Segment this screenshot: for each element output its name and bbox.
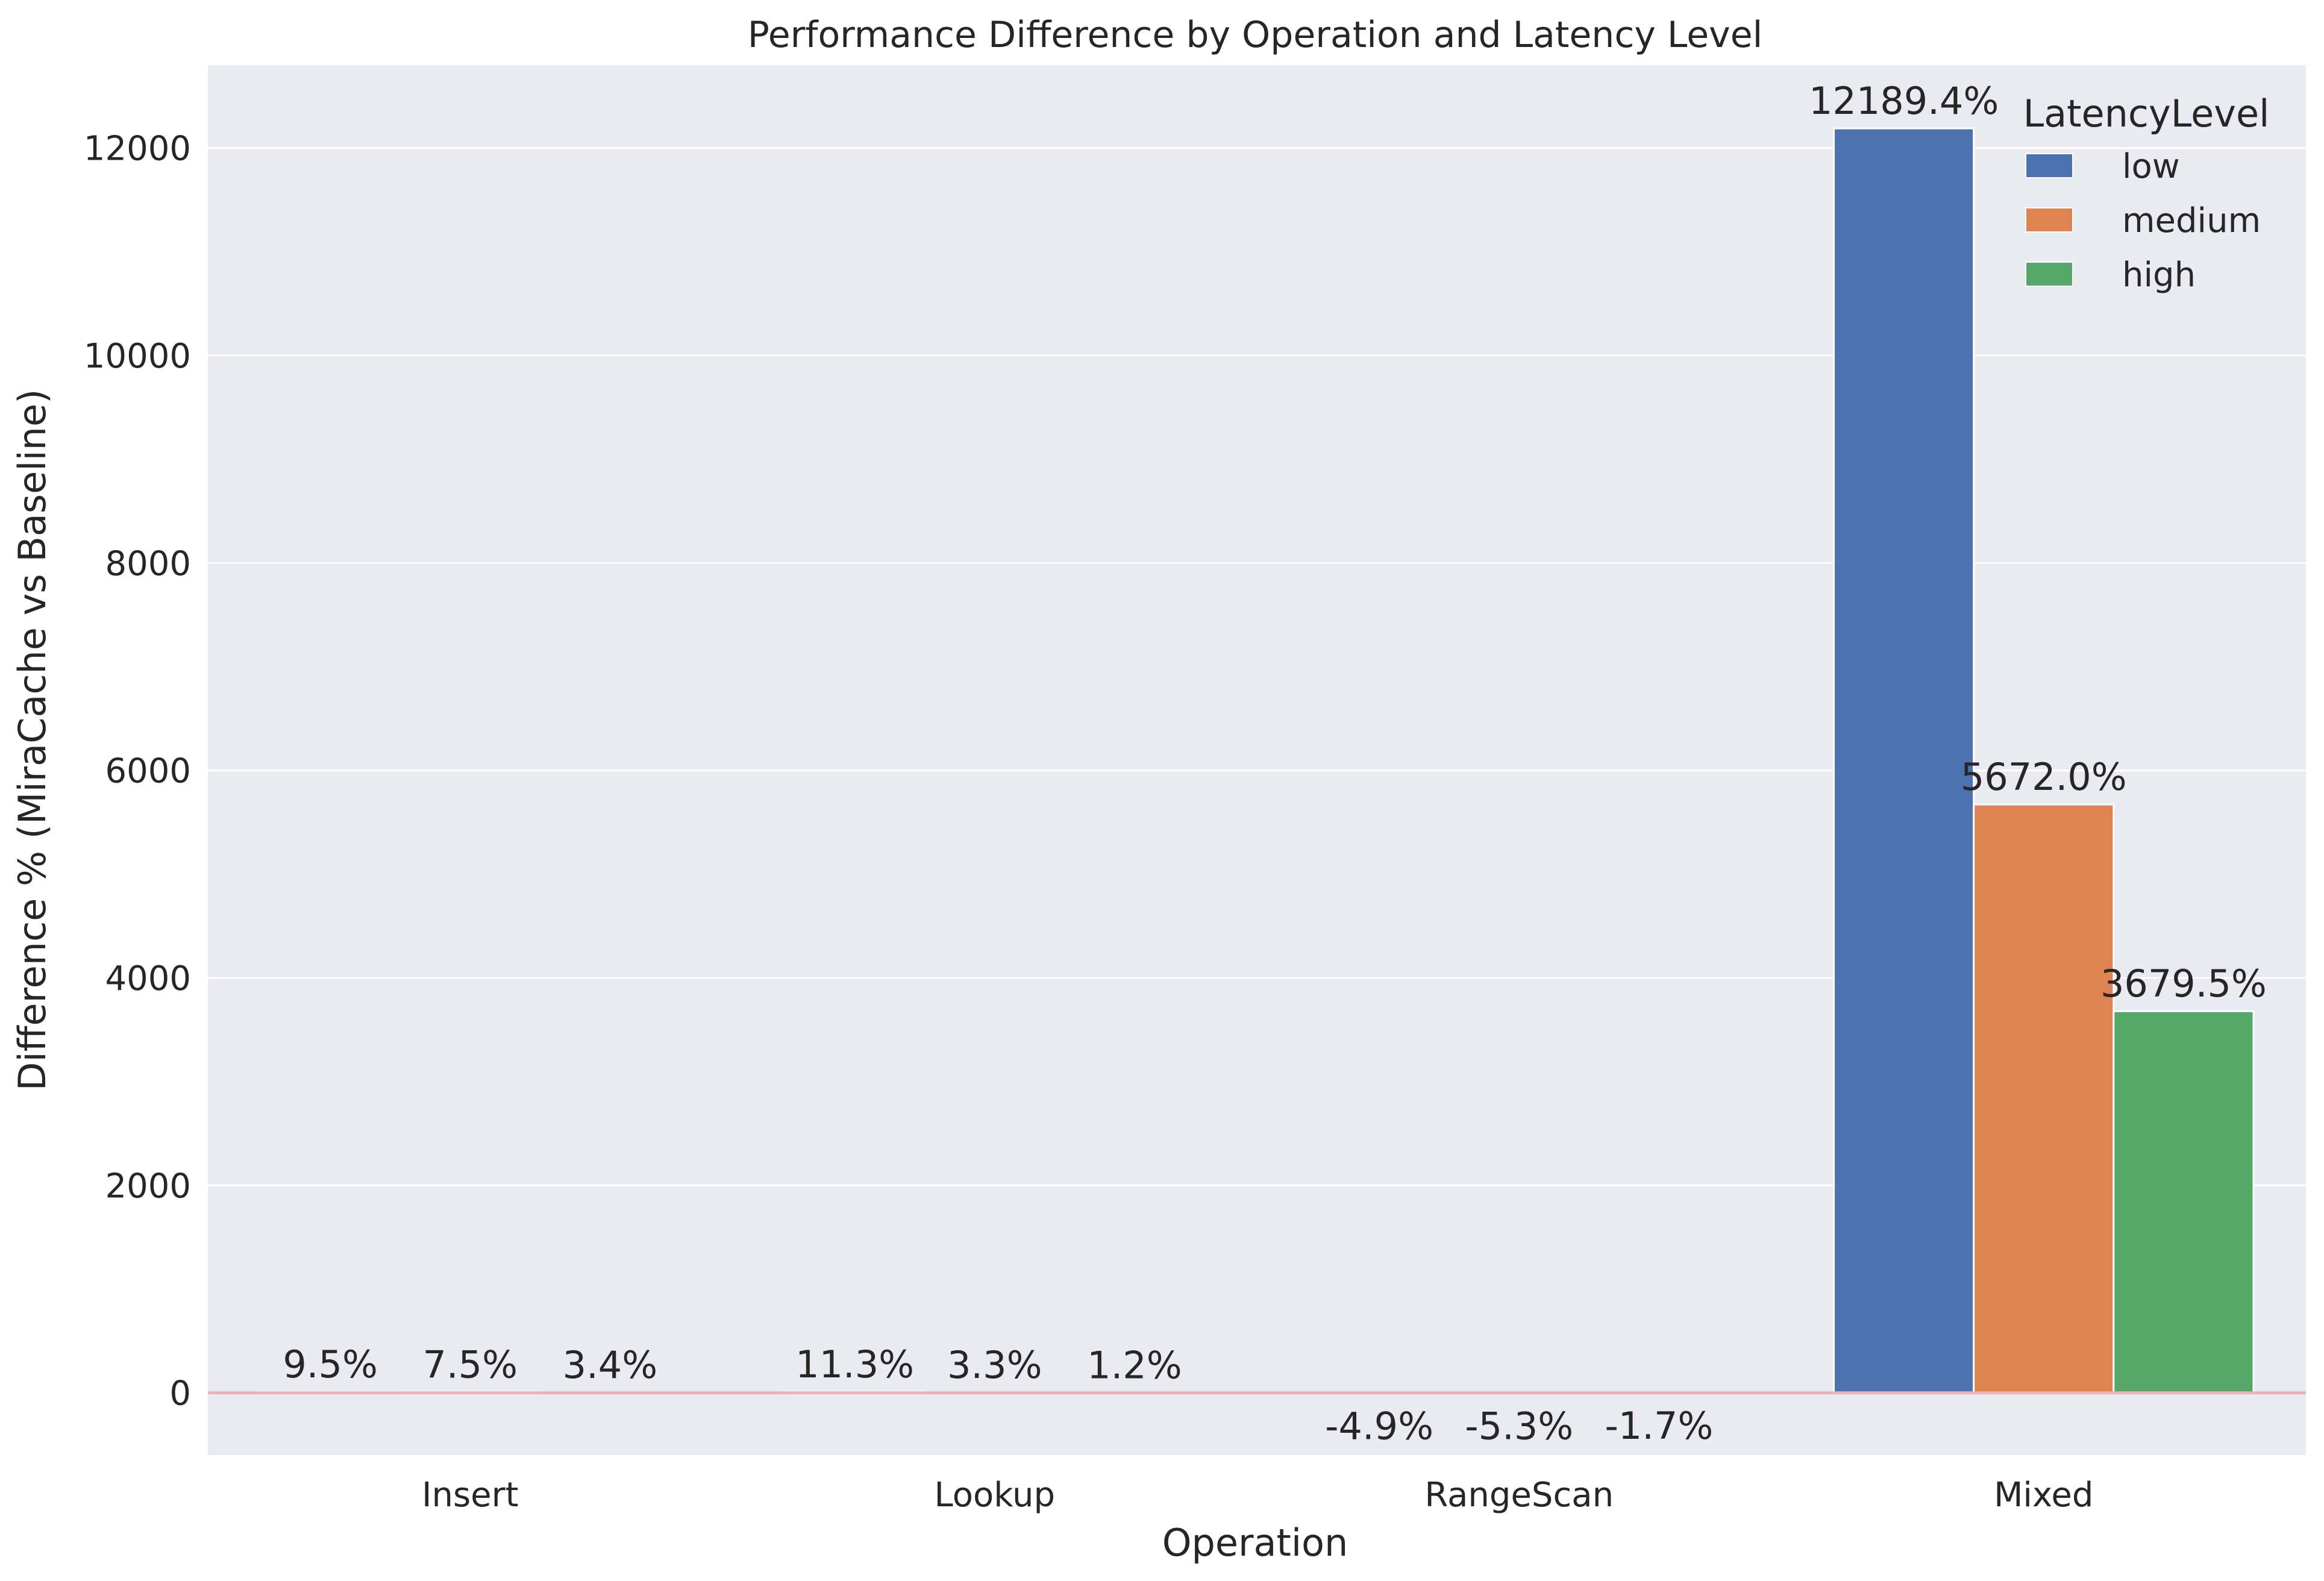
y-tick-label: 8000 <box>105 544 191 583</box>
legend-label-medium: medium <box>2122 201 2261 240</box>
x-tick-label: Insert <box>422 1476 519 1515</box>
x-tick-label: Lookup <box>935 1476 1055 1515</box>
bar-value-label: 7.5% <box>422 1342 518 1386</box>
legend-swatch-low <box>2025 153 2073 178</box>
bar-value-label: 3679.5% <box>2100 962 2267 1006</box>
bar-value-label: 3.3% <box>947 1343 1042 1387</box>
legend-title: LatencyLevel <box>2023 92 2270 136</box>
y-tick-label: 6000 <box>105 752 191 791</box>
y-tick-labels: 0 2000 4000 6000 8000 10000 12000 <box>84 130 191 1414</box>
y-tick-label: 10000 <box>84 337 191 376</box>
bar-value-label: 11.3% <box>795 1342 914 1386</box>
legend: LatencyLevel low medium high <box>2023 92 2270 295</box>
x-tick-labels: Insert Lookup RangeScan Mixed <box>422 1476 2093 1515</box>
bar-medium <box>1973 803 2115 1394</box>
chart-title: Performance Difference by Operation and … <box>748 14 1763 56</box>
x-axis-label: Operation <box>1162 1521 1348 1565</box>
x-tick-label: RangeScan <box>1424 1476 1614 1515</box>
bar-high <box>2113 1010 2255 1394</box>
bar-value-label: 12189.4% <box>1809 79 1999 123</box>
bar-value-label: -5.3% <box>1465 1404 1573 1448</box>
bar-low <box>1833 127 1975 1394</box>
legend-label-high: high <box>2122 255 2196 295</box>
y-tick-label: 0 <box>169 1374 191 1414</box>
x-tick-label: Mixed <box>1994 1476 2093 1515</box>
bar-value-labels: 9.5% 7.5% 3.4% 11.3% 3.3% 1.2% -4.9% -5.3% -1.7%… <box>283 79 2266 1448</box>
bars <box>259 127 2255 1395</box>
bar-value-label: -1.7% <box>1605 1404 1713 1448</box>
y-tick-label: 2000 <box>105 1166 191 1206</box>
y-tick-label: 12000 <box>84 130 191 169</box>
legend-swatch-high <box>2025 261 2073 287</box>
legend-label-low: low <box>2122 147 2180 186</box>
bar-value-label: -4.9% <box>1325 1404 1433 1448</box>
y-axis-label: Difference % (MiraCache vs Baseline) <box>10 389 54 1091</box>
y-tick-label: 4000 <box>105 959 191 998</box>
bar-value-label: 5672.0% <box>1961 755 2127 799</box>
bar-value-label: 3.4% <box>563 1343 658 1387</box>
bar-value-label: 9.5% <box>283 1342 378 1386</box>
bar-value-label: 1.2% <box>1087 1343 1182 1387</box>
legend-swatch-medium <box>2025 207 2073 233</box>
